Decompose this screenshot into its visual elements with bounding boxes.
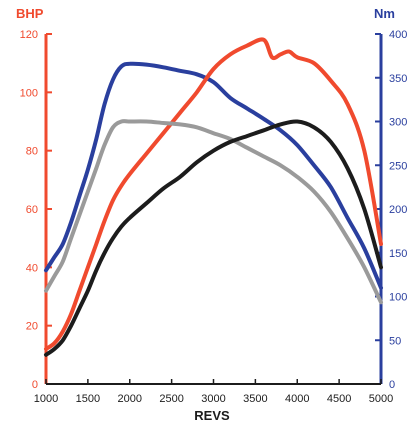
x-tick-label: 2000 [118, 393, 142, 405]
left-tick-label: 20 [26, 321, 38, 333]
left-tick-label: 0 [32, 379, 38, 391]
x-tick-label: 3000 [201, 393, 225, 405]
series-line-3 [44, 119, 383, 305]
right-tick-label: 150 [389, 248, 407, 260]
x-tick-label: 5000 [369, 393, 393, 405]
labels: BHP Nm REVS [16, 6, 395, 423]
left-tick-label: 60 [26, 204, 38, 216]
right-tick-label: 400 [389, 29, 407, 41]
left-tick-label: 40 [26, 262, 38, 274]
left-axis-label: BHP [16, 6, 44, 21]
x-tick-label: 1000 [34, 393, 58, 405]
x-axis-label: REVS [194, 408, 230, 423]
left-tick-label: 100 [20, 87, 38, 99]
x-tick-label: 3500 [243, 393, 267, 405]
right-tick-label: 300 [389, 117, 407, 129]
left-tick-label: 120 [20, 29, 38, 41]
x-tick-label: 4500 [327, 393, 351, 405]
right-tick-label: 200 [389, 204, 407, 216]
right-tick-label: 50 [389, 335, 401, 347]
right-axis-label: Nm [374, 6, 395, 21]
right-tick-label: 0 [389, 379, 395, 391]
x-tick-label: 2500 [159, 393, 183, 405]
axes: 0 20 40 60 80 100 120 0 50 100 150 200 250 300 350 400 1… [20, 29, 408, 405]
left-tick-label: 80 [26, 146, 38, 158]
series-line-4 [44, 119, 383, 357]
x-tick-label: 4000 [285, 393, 309, 405]
series-line-1 [44, 61, 383, 290]
right-tick-label: 350 [389, 73, 407, 85]
x-tick-label: 1500 [76, 393, 100, 405]
right-tick-label: 100 [389, 292, 407, 304]
series-line-2 [44, 37, 383, 351]
series-group [44, 37, 383, 357]
right-tick-label: 250 [389, 160, 407, 172]
